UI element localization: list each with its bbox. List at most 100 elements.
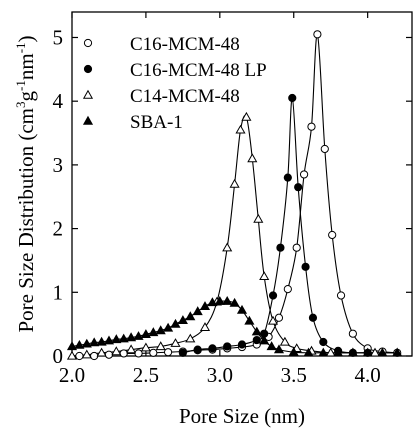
series-points-c14-mcm-48 [66,111,403,360]
data-point [149,348,158,357]
data-point [170,318,181,328]
y-tick-label: 0 [53,344,64,368]
data-point [185,311,196,321]
data-point [75,351,84,361]
data-point [288,346,299,356]
y-axis-title-exp1: 3 [13,101,28,108]
data-point [333,347,344,357]
y-axis-title-exp2: -1 [13,80,28,91]
data-point [348,329,357,338]
y-tick-label: 5 [53,25,64,49]
data-point [177,315,188,324]
data-point [307,122,316,131]
data-point [185,333,196,343]
legend: C16-MCM-48 C16-MCM-48 LP C14-MCM-48 SBA-1 [82,34,267,133]
data-point [229,178,240,188]
y-axis-title-base: Pore Size Distribution (cm [14,108,38,333]
data-point [229,297,240,307]
data-point [223,342,232,351]
data-point [292,243,301,252]
data-point [66,341,78,351]
data-point [155,341,166,351]
data-point [235,124,246,134]
data-point [266,341,277,351]
legend-marker [83,64,93,74]
series-points-sba-1 [66,295,403,357]
y-tick-label: 3 [53,153,64,177]
data-point [140,329,151,338]
series-line-c16-mcm-48-lp [182,97,368,354]
data-point [236,304,248,314]
data-point [259,271,270,280]
data-point [119,349,128,358]
y-tick-label: 4 [53,89,64,113]
data-point [140,342,151,352]
data-point [276,243,285,252]
data-point [301,262,310,271]
data-point [103,335,115,345]
legend-marker [82,89,94,99]
data-point [163,322,174,332]
data-point [325,347,336,357]
data-point [241,111,252,121]
data-point [303,347,314,357]
data-point [267,315,279,325]
data-point [118,333,129,343]
data-point [259,335,270,345]
data-point [318,347,329,357]
x-tick-label: 3.5 [281,363,307,387]
y-axis-title: Pore Size Distribution (cm3g-1nm-1) [13,35,38,332]
y-tick-label: 1 [53,280,64,304]
x-tick-label: 2.0 [59,363,85,387]
legend-label: C14-MCM-48 [130,86,240,107]
series-line-c14-mcm-48 [71,114,398,357]
y-axis: 0 1 2 3 4 5 [53,25,412,368]
data-point [155,325,166,335]
series-line-sba-1 [71,300,398,354]
data-point [319,337,328,347]
x-axis: 2.0 2.5 3.0 3.5 4.0 [59,12,381,387]
data-point [347,347,358,357]
data-point [214,295,225,305]
data-point [90,351,99,361]
series-line-c16-mcm-48 [79,33,398,357]
data-point [336,291,346,300]
y-axis-title-close: ) [14,35,38,42]
data-point [96,336,107,346]
x-tick-label: 2.5 [133,363,159,387]
legend-marker [83,38,93,48]
legend-marker [82,115,94,125]
data-point [299,170,309,179]
data-point [81,338,92,348]
data-point [222,242,233,252]
data-point [279,336,290,346]
data-point [244,315,255,325]
data-point [104,350,114,359]
data-point [253,213,264,223]
data-point [126,344,137,354]
data-point [192,306,203,316]
data-point [320,144,329,154]
plot-frame [71,11,413,357]
data-point [252,335,261,345]
data-point [126,332,137,342]
data-point [328,230,337,240]
data-point [392,347,403,357]
data-point [273,344,285,354]
legend-label: SBA-1 [130,112,183,133]
data-point [247,153,258,163]
data-point [288,93,297,103]
data-point [163,348,173,357]
series-markers [66,30,403,361]
y-axis-title-exp3: -1 [13,42,28,53]
x-tick-label: 3.0 [207,363,233,387]
data-point [81,349,92,359]
data-point [66,350,78,360]
data-point [89,337,100,347]
x-tick-label: 4.0 [355,363,381,387]
data-point [283,285,292,294]
data-point [222,295,233,305]
data-point [96,347,107,357]
data-point [274,313,284,322]
